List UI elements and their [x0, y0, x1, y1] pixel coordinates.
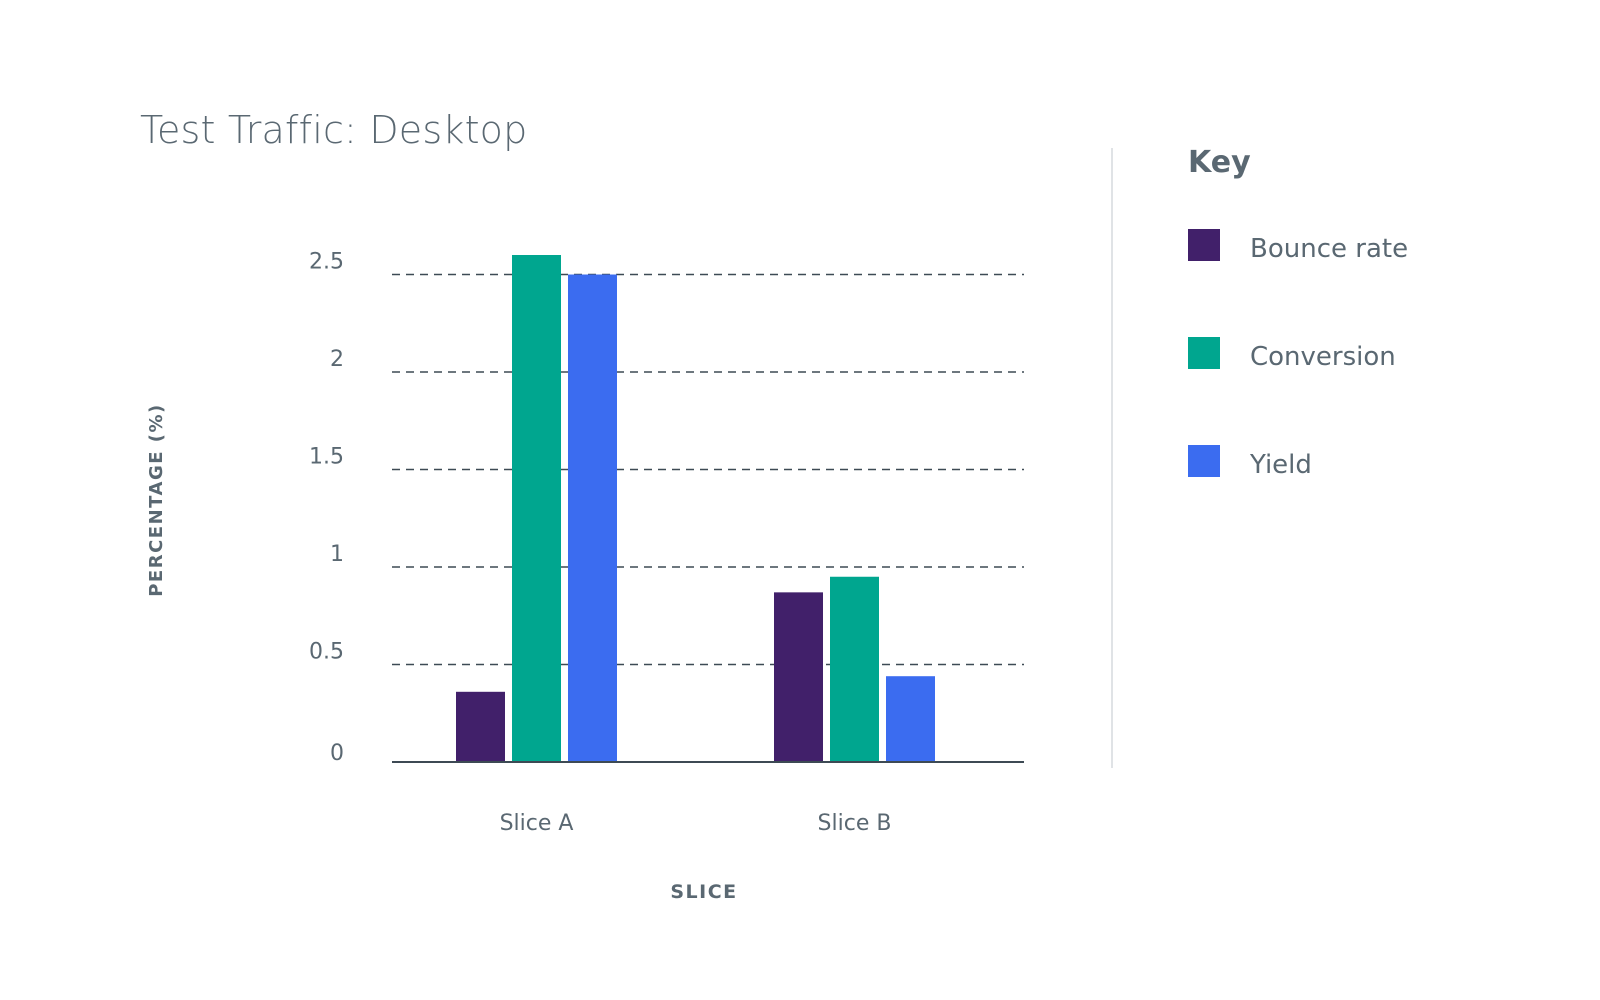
legend-title: Key: [1188, 145, 1251, 180]
y-tick-label: 0.5: [309, 640, 344, 665]
x-tick-label: Slice A: [500, 811, 574, 836]
legend-swatch: [1188, 229, 1220, 261]
bar-conversion-slice-a: [512, 255, 561, 762]
legend-item-yield: Yield: [1188, 444, 1312, 480]
bar-bounce-rate-slice-a: [456, 691, 505, 762]
x-axis-label: SLICE: [670, 881, 737, 903]
y-axis-label: PERCENTAGE (%): [146, 403, 167, 597]
y-tick-label: 1: [330, 542, 344, 567]
bar-conversion-slice-b: [830, 576, 879, 762]
legend-label: Conversion: [1250, 342, 1396, 372]
legend-item-conversion: Conversion: [1188, 336, 1396, 372]
legend-swatch: [1188, 445, 1220, 477]
legend-swatch: [1188, 337, 1220, 369]
legend-label: Bounce rate: [1250, 234, 1409, 264]
chart-title: Test Traffic: Desktop: [140, 108, 528, 152]
legend-item-bounce-rate: Bounce rate: [1188, 228, 1409, 264]
y-tick-label: 2: [330, 347, 344, 372]
x-tick-label: Slice B: [818, 811, 892, 836]
y-tick-label: 2.5: [309, 250, 344, 275]
legend-divider: [1111, 148, 1113, 768]
bar-bounce-rate-slice-b: [774, 592, 823, 762]
bar-yield-slice-a: [568, 274, 617, 762]
y-tick-label: 0: [330, 741, 344, 766]
bar-yield-slice-b: [886, 676, 935, 762]
y-tick-label: 1.5: [309, 445, 344, 470]
legend-label: Yield: [1250, 450, 1312, 480]
